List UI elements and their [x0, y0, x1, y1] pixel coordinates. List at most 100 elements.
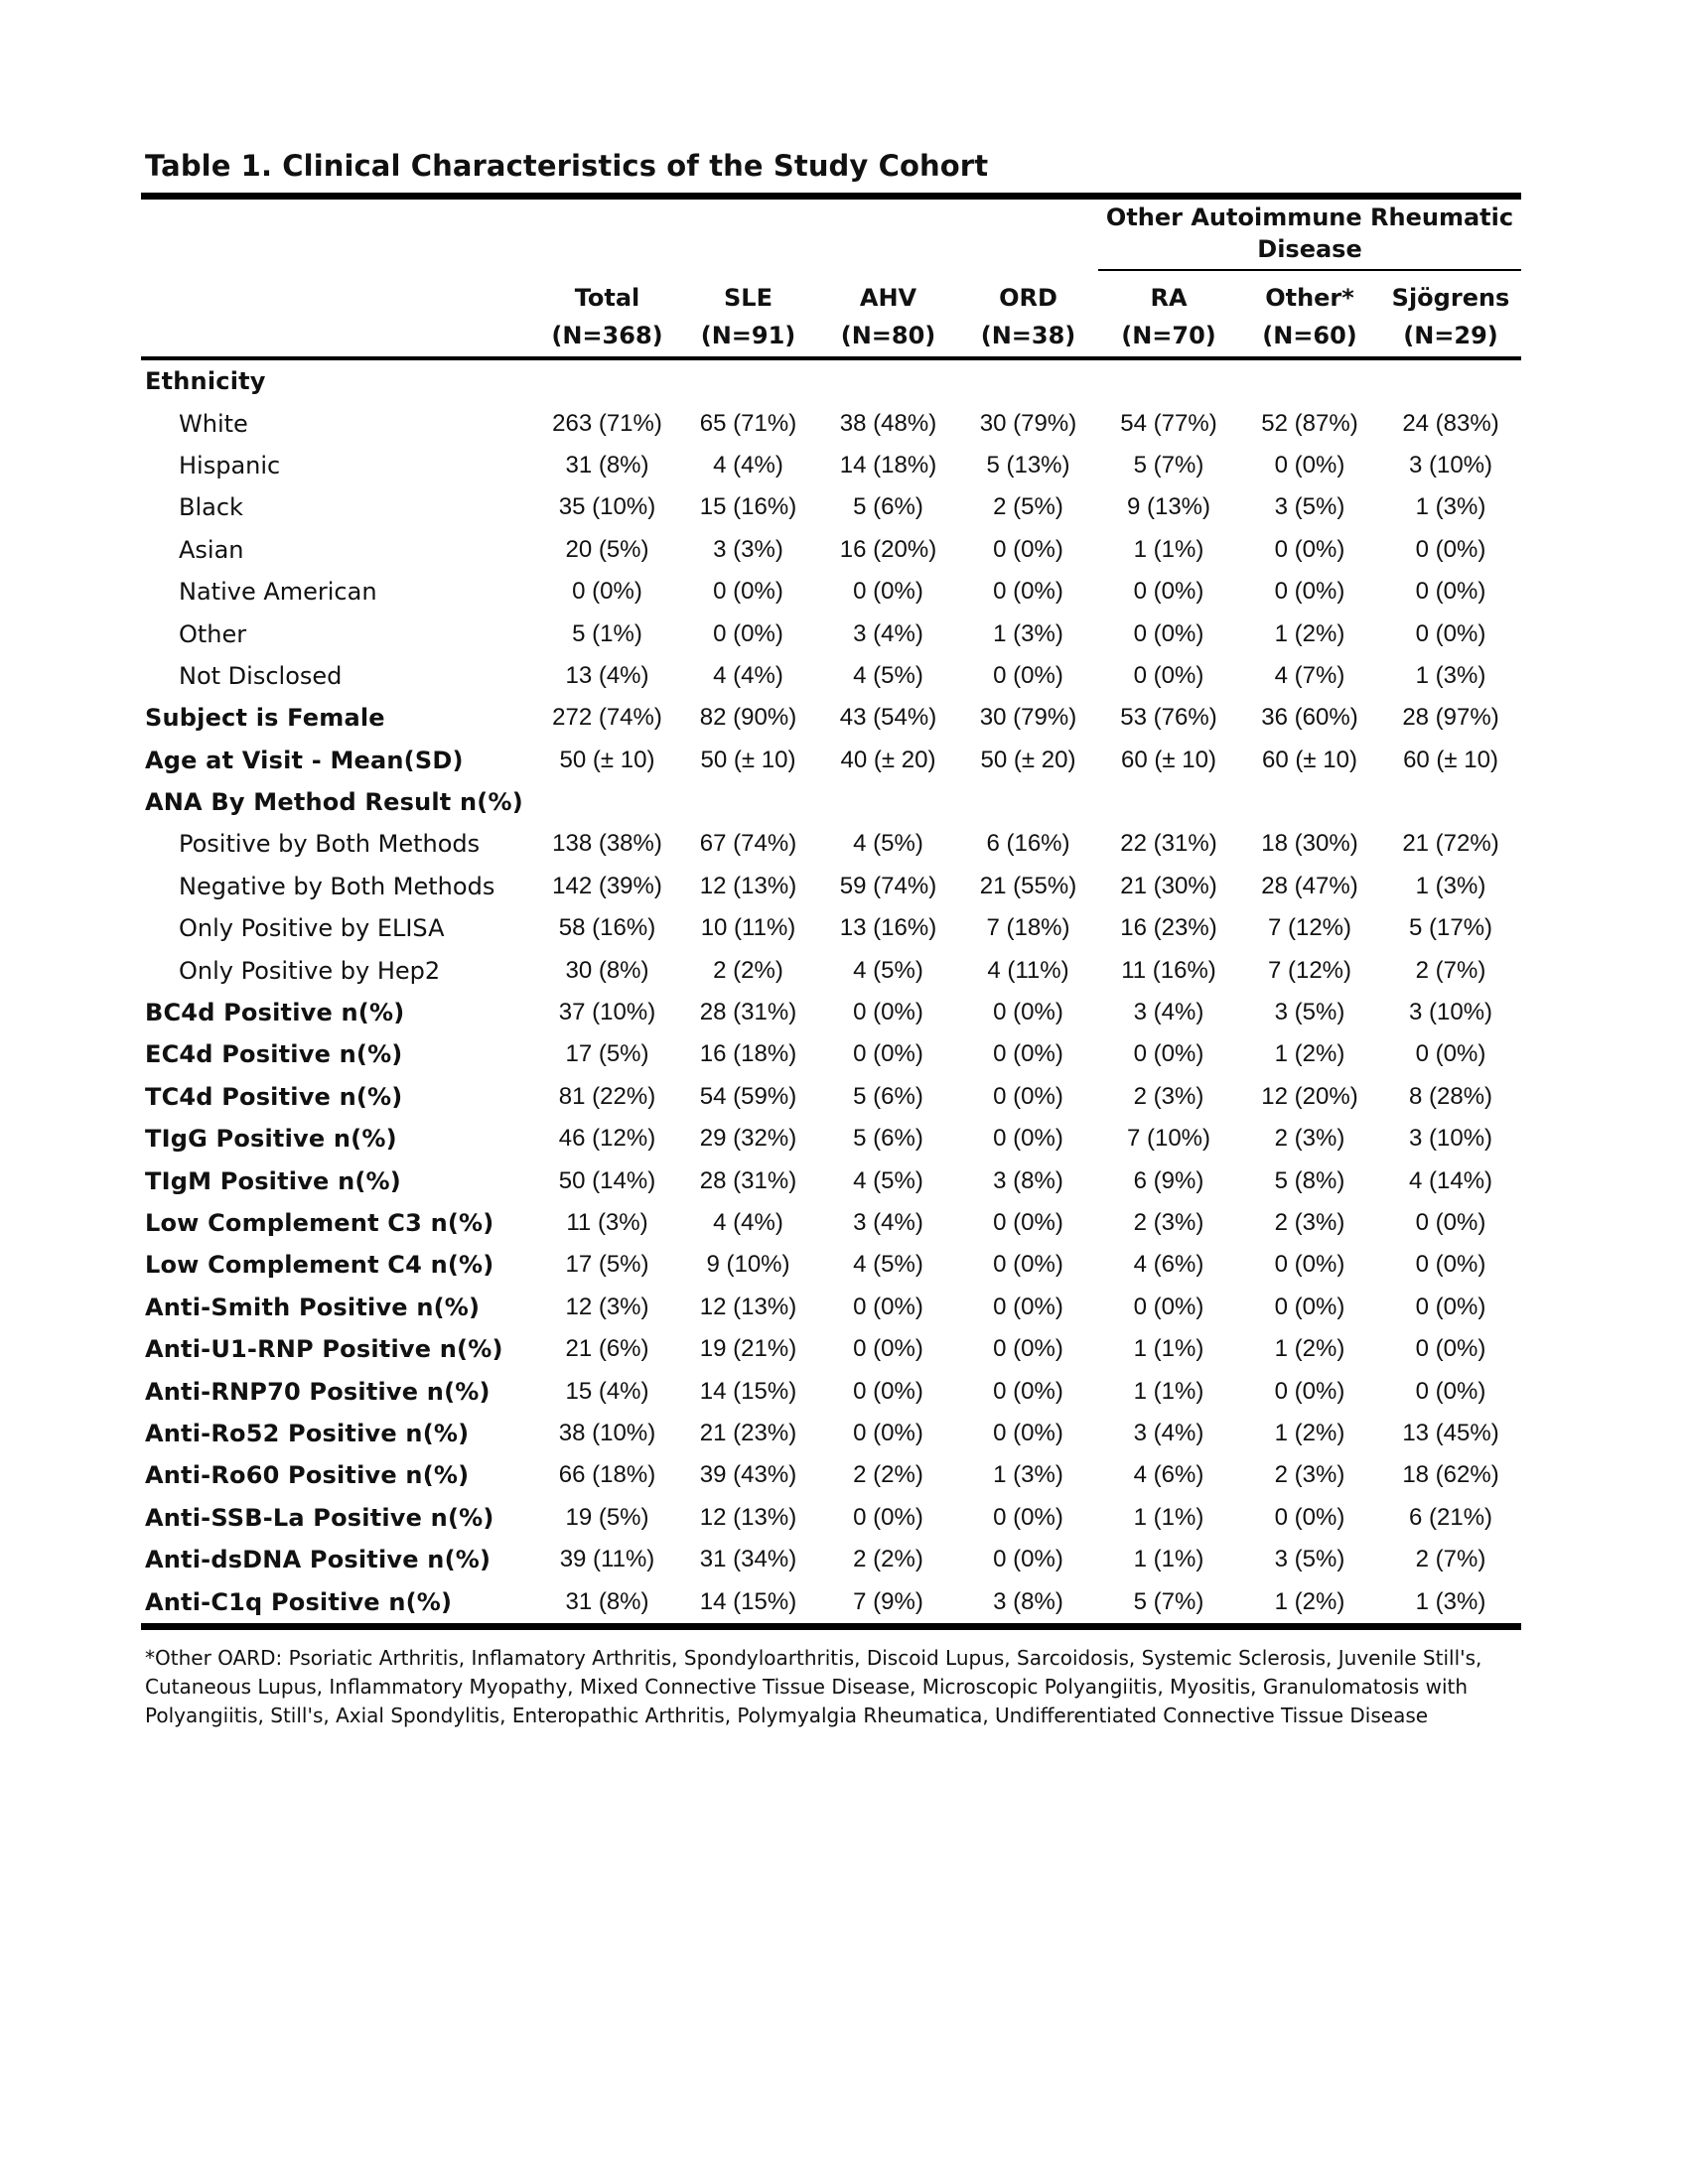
table-cell: 53 (76%) — [1120, 704, 1217, 732]
table-cell: 15 (16%) — [699, 493, 797, 521]
row-label: Age at Visit - Mean(SD) — [145, 746, 464, 774]
table-cell: 4 (7%) — [1274, 661, 1345, 689]
table-cell — [536, 781, 678, 823]
table-cell: 2 (3%) — [1133, 1082, 1204, 1110]
table-cell: 12 (13%) — [699, 1503, 797, 1531]
table-cell: 14 (18%) — [839, 451, 937, 478]
table-cell: 29 (32%) — [699, 1125, 797, 1153]
table-cell: 8 (28%) — [1408, 1082, 1493, 1110]
table-row: White 263 (71%) 65 (71%) 38 (48%) 30 (79%) 54… — [141, 402, 1521, 444]
table-cell: 0 (0%) — [993, 1040, 1063, 1068]
table-cell — [678, 360, 818, 402]
table-cell: 0 (0%) — [853, 999, 923, 1026]
table-row: TIgG Positive n(%) 46 (12%) 29 (32%) 5 (6%)… — [141, 1118, 1521, 1160]
table-cell: 2 (2%) — [853, 1546, 923, 1573]
table-row: Low Complement C3 n(%) 11 (3%) 4 (4%) 3 (4%… — [141, 1202, 1521, 1244]
table-row: Anti-RNP70 Positive n(%) 15 (4%) 14 (15%) 0… — [141, 1370, 1521, 1412]
table-cell: 2 (5%) — [993, 493, 1063, 521]
table-cell: 0 (0%) — [993, 1503, 1063, 1531]
table-cell: 0 (0%) — [1415, 1040, 1486, 1068]
table-cell: 6 (9%) — [1133, 1166, 1204, 1194]
table-cell: 0 (0%) — [1415, 578, 1486, 606]
column-n: (N=80) — [840, 322, 936, 349]
table-cell: 0 (0%) — [993, 1419, 1063, 1446]
table-cell: 0 (0%) — [993, 1125, 1063, 1153]
table-cell: 12 (3%) — [565, 1293, 649, 1320]
table-cell: 5 (7%) — [1133, 1587, 1204, 1615]
table-cell — [1098, 781, 1239, 823]
table-cell: 20 (5%) — [565, 535, 649, 563]
table-cell: 138 (38%) — [552, 830, 662, 858]
row-label: Anti-RNP70 Positive n(%) — [145, 1377, 491, 1406]
group-header-row: Other Autoimmune Rheumatic Disease — [141, 200, 1522, 271]
table-cell: 5 (8%) — [1274, 1166, 1345, 1194]
table-cell: 0 (0%) — [1274, 1251, 1345, 1279]
table-cell: 3 (8%) — [993, 1587, 1063, 1615]
table-cell: 28 (97%) — [1402, 704, 1499, 732]
table-cell — [1239, 360, 1380, 402]
table-cell: 12 (13%) — [699, 1293, 797, 1320]
table-cell: 9 (13%) — [1126, 493, 1211, 521]
row-label: Other — [179, 619, 247, 648]
table-cell: 28 (31%) — [699, 1166, 797, 1194]
table-cell: 43 (54%) — [839, 704, 937, 732]
table-cell: 0 (0%) — [1274, 1503, 1345, 1531]
table-cell: 5 (6%) — [853, 493, 923, 521]
table-cell: 46 (12%) — [558, 1125, 656, 1153]
row-label: ANA By Method Result n(%) — [145, 788, 523, 817]
table-cell: 18 (30%) — [1261, 830, 1358, 858]
row-label: White — [179, 409, 248, 438]
row-label: Anti-C1q Positive n(%) — [145, 1587, 453, 1616]
table-cell: 1 (1%) — [1133, 1503, 1204, 1531]
table-cell: 17 (5%) — [565, 1251, 649, 1279]
row-label: Positive by Both Methods — [179, 830, 481, 859]
table-cell: 2 (7%) — [1415, 1546, 1486, 1573]
table-cell: 13 (16%) — [839, 914, 937, 942]
table-cell: 4 (6%) — [1133, 1461, 1204, 1489]
table-cell: 18 (62%) — [1402, 1461, 1499, 1489]
table-cell: 30 (79%) — [979, 704, 1077, 732]
table-cell: 21 (30%) — [1120, 872, 1217, 899]
table-cell: 21 (23%) — [699, 1419, 797, 1446]
table-cell: 19 (5%) — [565, 1503, 649, 1531]
table-cell: 54 (59%) — [699, 1082, 797, 1110]
table-cell: 0 (0%) — [993, 1082, 1063, 1110]
table-cell: 0 (0%) — [1274, 451, 1345, 478]
table-cell: 1 (2%) — [1274, 1040, 1345, 1068]
table-cell: 7 (12%) — [1267, 956, 1352, 984]
table-row: Anti-Ro52 Positive n(%) 38 (10%) 21 (23%) 0… — [141, 1413, 1521, 1454]
column-n: (N=91) — [700, 322, 796, 349]
table-cell: 4 (5%) — [853, 956, 923, 984]
table-cell: 1 (2%) — [1274, 1419, 1345, 1446]
bottom-rule — [141, 1622, 1522, 1630]
table-row: Hispanic 31 (8%) 4 (4%) 14 (18%) 5 (13%) 5 (7… — [141, 445, 1521, 486]
column-header: Total — [574, 284, 640, 312]
table-cell: 0 (0%) — [1133, 1293, 1204, 1320]
table-row: Anti-dsDNA Positive n(%) 39 (11%) 31 (34%)… — [141, 1539, 1521, 1580]
table-cell: 4 (6%) — [1133, 1251, 1204, 1279]
table-cell: 0 (0%) — [993, 1209, 1063, 1236]
table-cell: 0 (0%) — [993, 661, 1063, 689]
table-cell: 13 (4%) — [565, 661, 649, 689]
table-cell: 37 (10%) — [558, 999, 656, 1026]
table-row: TC4d Positive n(%) 81 (22%) 54 (59%) 5 (6%)… — [141, 1076, 1521, 1118]
table-cell: 1 (2%) — [1274, 1335, 1345, 1363]
table-cell: 0 (0%) — [1133, 619, 1204, 647]
table-row: Positive by Both Methods 138 (38%) 67 (74%… — [141, 823, 1521, 865]
table-cell: 4 (5%) — [853, 830, 923, 858]
table-cell: 0 (0%) — [1415, 1335, 1486, 1363]
row-label: Anti-dsDNA Positive n(%) — [145, 1546, 492, 1574]
table-cell: 3 (5%) — [1274, 999, 1345, 1026]
table-cell: 5 (1%) — [572, 619, 642, 647]
table-row: Not Disclosed 13 (4%) 4 (4%) 4 (5%) 0 (0%) 0 … — [141, 655, 1521, 697]
table-cell: 0 (0%) — [1133, 578, 1204, 606]
table-cell: 3 (4%) — [1133, 999, 1204, 1026]
table-cell: 0 (0%) — [993, 999, 1063, 1026]
row-label: TIgM Positive n(%) — [145, 1166, 401, 1195]
table-cell — [536, 360, 678, 402]
table-cell: 4 (5%) — [853, 661, 923, 689]
table-cell: 1 (1%) — [1133, 1546, 1204, 1573]
table-cell: 2 (3%) — [1274, 1125, 1345, 1153]
table-cell: 4 (4%) — [713, 451, 783, 478]
table-cell: 0 (0%) — [1133, 1040, 1204, 1068]
